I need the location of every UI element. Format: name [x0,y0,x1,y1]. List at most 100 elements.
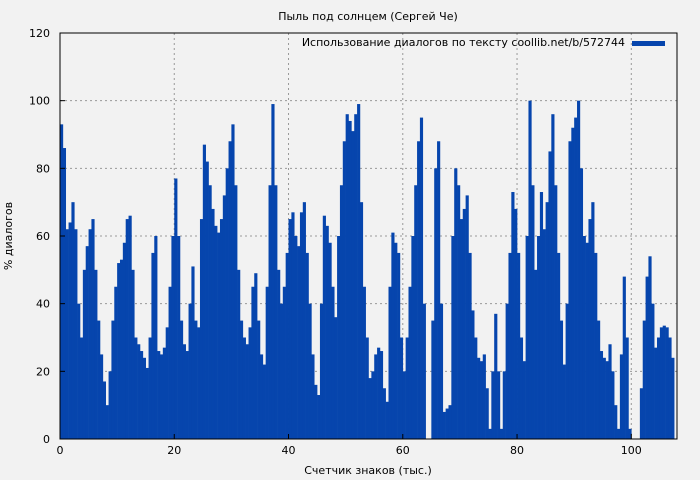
area-bar [191,266,195,439]
y-tick-label: 0 [43,433,50,446]
area-bar [139,351,144,439]
x-axis-label: Счетчик знаков (тыс.) [304,464,432,477]
area-bar [411,236,415,439]
area-bar [171,236,175,439]
area-bar [102,381,107,439]
area-bar [614,405,618,439]
area-bar [254,273,258,439]
area-bar [291,212,295,439]
area-bar [434,168,438,440]
area-bar [125,219,129,439]
y-tick-label: 40 [36,298,50,311]
area-bar [231,124,235,439]
area-bar [94,269,98,439]
area-bar [182,344,186,439]
area-bar [594,252,598,439]
x-tick-label: 100 [621,444,642,457]
area-bar [502,371,506,439]
area-bar [551,114,555,439]
y-tick-label: 100 [29,95,50,108]
area-bar [608,344,612,439]
area-bar [351,131,355,439]
area-bar [308,303,312,439]
area-bar [259,354,264,439]
area-bar [379,351,384,439]
area-bar [257,320,261,439]
area-bar [208,185,212,439]
area-bar [334,317,338,439]
x-tick-label: 20 [167,444,181,457]
area-bar [359,202,364,439]
area-bar [439,303,444,439]
area-bar [479,361,484,439]
area-bar [514,208,518,439]
x-tick-label: 60 [396,444,410,457]
area-bar [228,141,232,439]
chart-title: Пыль под солнцем (Сергей Че) [278,10,458,23]
area-bar [665,327,669,439]
area-bar [348,120,352,439]
area-bar [491,371,495,439]
axis-ticks: 0 20 40 60 80 100 0 20 40 60 80 100 120 [29,27,642,457]
area-bar [194,320,198,439]
area-bar [245,344,249,439]
area-bar [88,229,92,439]
area-bar [625,337,629,439]
area-bar [628,428,632,439]
area-bar [205,161,209,440]
area-bar [571,127,575,439]
area-bar [165,327,169,439]
area-bar [237,269,241,439]
area-bar [168,286,172,439]
area-bar [519,337,524,439]
area-bar [537,236,541,439]
area-bar [597,320,601,439]
area-bar [437,141,441,439]
area-bar [354,114,358,439]
area-bar [314,384,318,439]
area-bar [297,246,301,439]
area-bar [577,100,581,440]
area-bar [457,185,461,439]
area-bar [417,141,421,439]
area-bar [122,242,126,439]
area-bar [99,354,104,439]
area-bar [251,286,255,439]
area-bar [97,320,101,439]
area-bar [202,144,206,439]
area-bar [534,269,538,439]
area-bar [657,337,661,439]
area-bar [154,236,158,439]
area-bar [60,124,64,439]
area-bar [531,185,535,439]
area-bar [274,185,278,439]
area-bar [671,357,675,439]
area-bar [511,192,515,439]
area-bar [599,351,604,439]
area-bar [462,208,466,439]
area-bar [454,168,458,440]
area-bar [157,351,161,439]
area-bar [545,202,549,439]
area-bar [419,117,424,439]
y-axis-label: % диалогов [2,202,15,270]
area-bar [179,320,184,439]
area-bar [337,236,341,439]
area-bar [117,263,121,439]
area-bar [539,192,544,439]
area-bar [345,114,349,439]
area-bar [405,337,409,439]
area-bar [588,219,592,439]
area-bar [605,361,609,439]
area-bar [662,325,666,439]
area-bar [177,236,181,439]
area-bar [371,371,375,439]
area-bar [339,185,344,439]
x-tick-label: 40 [282,444,296,457]
area-bar [217,232,221,439]
area-bar [414,185,418,439]
area-bar [562,364,566,439]
area-bar [62,148,67,440]
area-bar [311,354,315,439]
area-bar [617,428,621,439]
